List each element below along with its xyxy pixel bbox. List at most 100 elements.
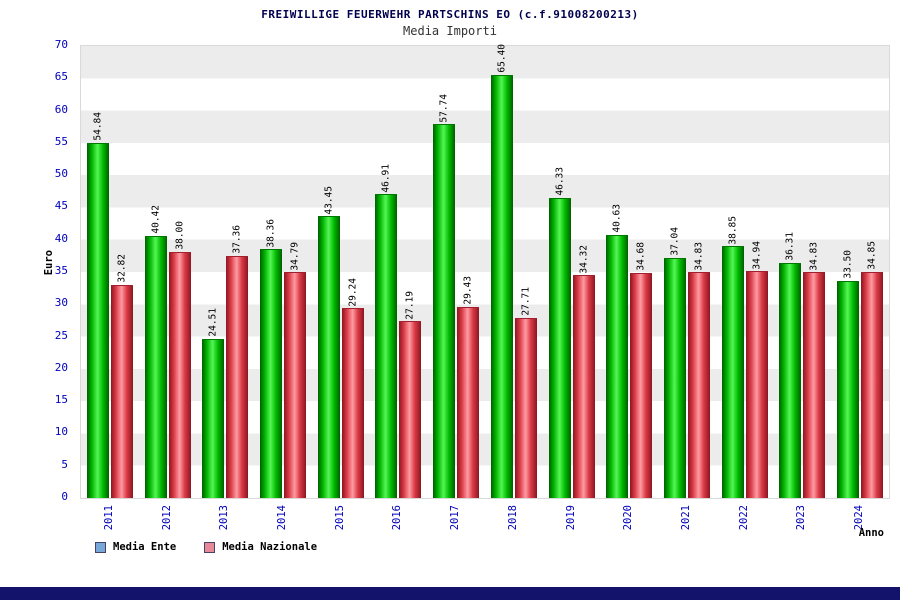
bar-media-nazionale: 27.19 (399, 291, 422, 498)
bar-media-nazionale: 32.82 (110, 254, 133, 498)
bar-group: 40.42 38.00 (139, 46, 197, 498)
bar-media-ente: 54.84 (86, 112, 109, 498)
x-axis-labels: 2011 2012 2013 2014 2015 2016 2017 2018 2019 2020… (80, 500, 888, 544)
bar-group: 37.04 34.83 (658, 46, 716, 498)
bar-group: 33.50 34.85 (831, 46, 889, 498)
x-tick-label: 2014 (275, 505, 288, 531)
bar-media-nazionale: 34.85 (861, 241, 884, 498)
bar-media-nazionale: 37.36 (226, 225, 249, 498)
bar-group: 46.33 34.32 (543, 46, 601, 498)
bar-media-nazionale: 34.83 (687, 242, 710, 498)
y-tick-label: 0 (61, 490, 68, 503)
y-tick-label: 40 (54, 231, 68, 245)
bar-media-ente: 38.36 (259, 219, 282, 498)
bar-group: 36.31 34.83 (774, 46, 832, 498)
x-tick-label: 2016 (391, 505, 404, 531)
bar-value-label: 33.50 (842, 250, 854, 279)
bar-media-nazionale: 34.32 (572, 245, 595, 498)
legend-label-media-ente: Media Ente (113, 541, 177, 553)
bar-value-label: 27.19 (404, 290, 416, 320)
bar-value-label: 34.68 (635, 242, 647, 272)
bar-media-nazionale: 34.83 (803, 242, 826, 498)
bar-media-nazionale: 29.43 (457, 276, 480, 498)
y-tick-label: 70 (54, 38, 68, 51)
bar-value-label: 57.74 (438, 93, 450, 123)
x-tick-label: 2021 (679, 505, 692, 531)
bar-value-label: 34.32 (577, 244, 589, 274)
x-tick-label: 2020 (622, 505, 635, 531)
bar-media-nazionale: 34.94 (745, 241, 768, 498)
bar-value-label: 27.71 (520, 287, 532, 317)
x-tick-label: 2022 (737, 505, 750, 531)
bar-media-ente: 24.51 (202, 308, 225, 498)
bar-value-label: 46.91 (380, 163, 392, 193)
bar-media-ente: 43.45 (317, 186, 340, 498)
bar-group: 24.51 37.36 (196, 46, 254, 498)
bar-media-ente: 65.40 (490, 44, 513, 498)
bar-value-label: 34.79 (289, 241, 301, 271)
bar-group: 54.84 32.82 (81, 46, 139, 498)
x-tick-label: 2019 (564, 505, 577, 531)
y-tick-label: 45 (54, 199, 68, 213)
bar-value-label: 37.04 (669, 227, 681, 256)
y-tick-label: 30 (54, 296, 68, 310)
bar-media-ente: 37.04 (663, 227, 686, 498)
y-tick-label: 65 (54, 70, 68, 84)
bar-media-nazionale: 34.68 (630, 242, 653, 498)
bar-media-nazionale: 34.79 (283, 242, 306, 498)
bar-media-nazionale: 29.24 (341, 278, 364, 498)
bar-group: 65.40 27.71 (485, 44, 543, 498)
y-axis-labels: 0 5 10 15 20 25 30 35 40 45 50 55 60 65 70 (0, 38, 74, 503)
bar-value-label: 46.33 (553, 167, 565, 196)
legend-swatch-media-ente (95, 541, 106, 553)
x-tick-label: 2018 (506, 505, 519, 531)
legend: Media Ente Media Nazionale (95, 541, 317, 553)
bar-value-label: 29.24 (346, 277, 358, 307)
bar-group: 46.91 27.19 (370, 46, 428, 498)
bar-value-label: 40.63 (611, 204, 623, 233)
bar-value-label: 36.31 (784, 231, 796, 261)
legend-swatch-media-nazionale (204, 541, 216, 553)
y-tick-label: 25 (54, 328, 68, 342)
bar-value-label: 38.85 (726, 215, 738, 245)
bar-group: 57.74 29.43 (427, 46, 485, 498)
bar-value-label: 34.83 (808, 241, 820, 271)
chart-subtitle: Media Importi (403, 24, 497, 38)
bar-value-label: 40.42 (149, 205, 161, 234)
y-tick-label: 10 (54, 425, 68, 439)
bar-group: 38.36 34.79 (254, 46, 312, 498)
bar-value-label: 38.36 (265, 218, 277, 248)
y-tick-label: 20 (54, 360, 68, 374)
y-tick-label: 50 (54, 167, 68, 181)
legend-item-media-nazionale: Media Nazionale (204, 541, 317, 553)
bar-value-label: 34.94 (750, 240, 762, 270)
bar-media-ente: 33.50 (837, 250, 860, 498)
x-tick-label: 2015 (333, 505, 346, 531)
x-axis-title: Anno (858, 527, 884, 539)
bar-media-nazionale: 27.71 (514, 287, 537, 498)
bar-group: 43.45 29.24 (312, 46, 370, 498)
bar-group: 40.63 34.68 (600, 46, 658, 498)
x-tick-label: 2023 (795, 505, 808, 531)
y-tick-label: 35 (54, 264, 68, 277)
bar-media-ente: 36.31 (779, 232, 802, 498)
bar-media-nazionale: 38.00 (168, 221, 191, 498)
bar-value-label: 38.00 (173, 221, 185, 250)
bar-value-label: 32.82 (116, 254, 128, 284)
bar-media-ente: 40.42 (144, 205, 167, 498)
y-tick-label: 5 (61, 457, 68, 471)
plot-area: 54.84 32.82 40.42 38.00 24.51 37.36 38.36 34.79… (80, 44, 890, 499)
chart-title: FREIWILLIGE FEUERWEHR PARTSCHINS EO (c.f… (261, 8, 639, 21)
bar-group: 38.85 34.94 (716, 46, 774, 498)
bar-media-ente: 38.85 (721, 216, 744, 498)
bar-value-label: 29.43 (462, 276, 474, 305)
y-tick-label: 15 (54, 393, 68, 407)
y-tick-label: 60 (54, 102, 68, 116)
x-tick-label: 2012 (160, 505, 173, 531)
legend-label-media-nazionale: Media Nazionale (222, 541, 318, 553)
bar-media-ente: 57.74 (433, 94, 456, 498)
bar-value-label: 43.45 (322, 185, 334, 215)
x-tick-label: 2017 (448, 505, 461, 531)
x-tick-label: 2013 (218, 505, 231, 531)
